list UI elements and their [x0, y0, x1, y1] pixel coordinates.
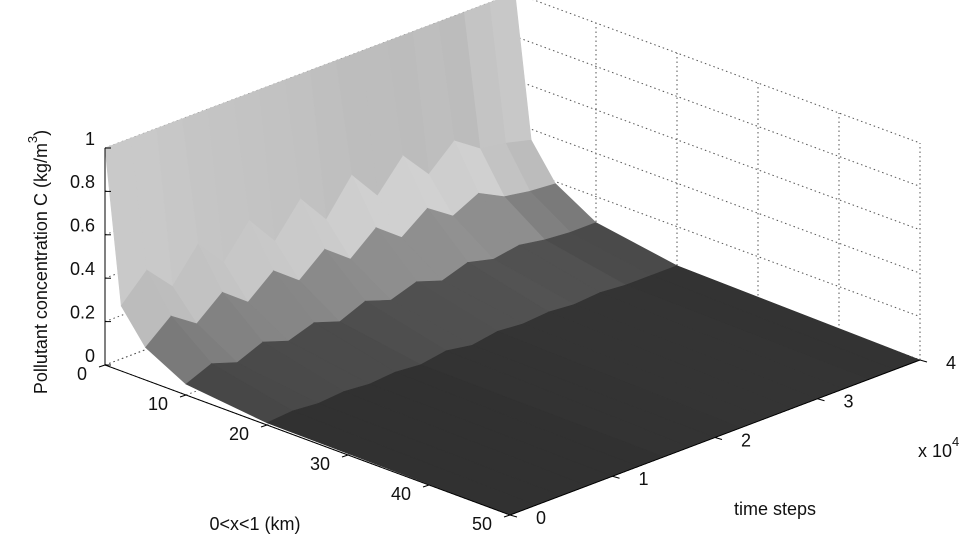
x-tick-label: 50: [472, 514, 492, 534]
tick-mark: [342, 455, 348, 457]
tick-mark: [99, 365, 105, 367]
z-tick-label: 0.4: [70, 259, 95, 279]
tick-mark: [180, 395, 186, 397]
y-exponent: 4: [952, 434, 959, 449]
z-label-sup: 3: [25, 136, 40, 143]
grid-line: [515, 36, 920, 186]
x-tick-label: 0: [77, 364, 87, 384]
x-tick-label: 10: [148, 394, 168, 414]
y-tick-label: 1: [639, 469, 649, 489]
y-axis-label: time steps: [734, 499, 816, 519]
chart: Pollutant concentration C (kg/m3) 0<x<1 …: [0, 0, 976, 539]
z-tick-label: 0.8: [70, 172, 95, 192]
z-tick-label: 0.2: [70, 302, 95, 322]
tick-mark: [920, 360, 927, 362]
z-label-text: Pollutant concentration C (kg/m: [31, 143, 51, 394]
z-tick-label: 0: [85, 346, 95, 366]
z-label-end: ): [31, 130, 51, 136]
tick-mark: [715, 438, 722, 440]
y-tick-label: 3: [844, 392, 854, 412]
tick-mark: [510, 515, 517, 517]
tick-mark: [504, 515, 510, 517]
z-tick-label: 1: [85, 129, 95, 149]
page: Pollutant concentration C (kg/m3) 0<x<1 …: [0, 0, 976, 539]
tick-mark: [261, 425, 267, 427]
y-tick-label: 4: [946, 353, 956, 373]
tick-mark: [613, 476, 620, 478]
z-tick-label: 0.6: [70, 216, 95, 236]
y-multiplier: x 104: [918, 434, 959, 460]
tick-mark: [423, 485, 429, 487]
z-axis-label: Pollutant concentration C (kg/m3): [25, 130, 50, 394]
y-tick-label: 2: [741, 430, 751, 450]
x-axis-label: 0<x<1 (km): [209, 514, 300, 534]
tick-mark: [818, 399, 825, 401]
x-tick-label: 40: [391, 484, 411, 504]
x-tick-label: 20: [229, 424, 249, 444]
y-tick-label: 0: [536, 508, 546, 528]
x-tick-label: 30: [310, 454, 330, 474]
y-multiplier-text: x 10: [918, 441, 952, 461]
grid-line: [515, 0, 920, 143]
